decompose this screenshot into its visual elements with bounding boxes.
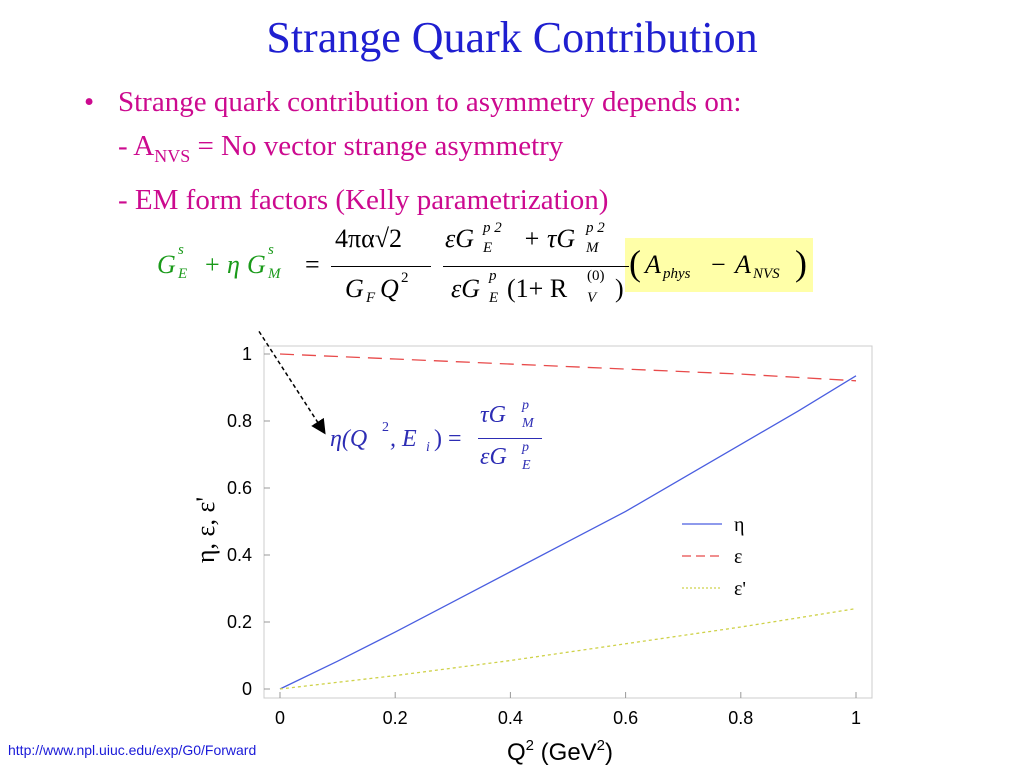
x-axis-label-unit-close: ) [605, 739, 613, 766]
equals-sign: = [305, 250, 320, 279]
y-tick-label: 0.2 [227, 612, 252, 632]
fraction-1-den-sub: F [366, 290, 376, 306]
lhs-g-m-sup: s [268, 242, 274, 258]
x-tick-label: 0.8 [728, 708, 753, 728]
y-tick-label: 1 [242, 344, 252, 364]
eta-den-sub: E [522, 458, 531, 473]
slide-title: Strange Quark Contribution [266, 13, 758, 62]
fraction-1-den-sup: 2 [401, 270, 409, 286]
eta-lhs-close: ) = [434, 426, 462, 452]
eta-fraction-bar [478, 438, 542, 439]
fraction-2-den-close: ) [615, 274, 624, 303]
x-tick-label: 0.2 [383, 708, 408, 728]
x-tick-label: 1 [851, 708, 861, 728]
annotation-arrow [227, 330, 326, 435]
fraction-2-num-sup-b: p 2 [586, 220, 605, 236]
y-tick-label: 0.6 [227, 478, 252, 498]
fraction-2-num-sup-a: p 2 [483, 220, 502, 236]
fraction-2-den-sup-b: (0) [587, 268, 605, 284]
lhs-plus: + [205, 250, 220, 279]
eta-den-sup: p [522, 440, 529, 455]
a-nvs: A [735, 250, 751, 279]
series-line-0 [279, 375, 857, 690]
bullet-symbol: • [84, 86, 95, 118]
eta-lhs-rest: , E [390, 426, 417, 452]
fraction-2-bar [443, 266, 629, 267]
lhs-g-e-sub: E [178, 266, 188, 282]
x-axis-label-sup: 2 [526, 737, 534, 754]
sub-item-nvs-prefix: - A [118, 130, 155, 162]
sub-item-form-factors: - EM form factors (Kelly parametrization… [118, 183, 609, 216]
x-tick-label: 0.6 [613, 708, 638, 728]
legend-label-1: ε [734, 546, 742, 568]
fraction-2-numerator-b: + τG [523, 224, 576, 253]
a-nvs-sub: NVS [753, 266, 780, 282]
x-axis-label-unit-sup: 2 [597, 737, 605, 754]
series-line-2 [279, 607, 857, 690]
eta-numerator: τG [480, 402, 506, 428]
fraction-2-den-sub-b: V [587, 290, 597, 306]
eta-epsilon-chart: 0 0.2 0.4 0.6 0.8 1 0 0.2 0.4 0.6 0.8 1 ηε ε' η, ε, … [191, 330, 873, 766]
series-line-1 [279, 353, 857, 382]
y-tick-label: 0.4 [227, 545, 252, 565]
fraction-2-numerator-a: εG [445, 224, 475, 253]
sub-item-nvs: - ANVS = No vector strange asymmetry [84, 124, 741, 178]
fraction-2-den-rest: (1+ R [507, 274, 568, 303]
eta-denominator: εG [480, 444, 507, 470]
fraction-2-denominator: εG [451, 274, 481, 303]
x-tick-label: 0 [275, 708, 285, 728]
x-axis-label: Q2 (GeV2) [507, 737, 613, 766]
sub-item-nvs-subscript: NVS [154, 145, 191, 166]
bullet-item: • Strange quark contribution to asymmetry… [84, 80, 741, 124]
eta-definition-equation: η(Q 2 , E i ) = τG p M εG p E [330, 398, 550, 486]
fraction-1-denominator: G [345, 274, 364, 303]
lhs-g-m-sub: M [268, 266, 281, 282]
fraction-2-den-sup: p [489, 268, 497, 284]
sub-item-nvs-text: = No vector strange asymmetry [190, 130, 564, 162]
eta-lhs: η(Q [330, 426, 368, 452]
highlight-box [625, 238, 813, 292]
plot-frame [263, 345, 873, 699]
paren-close: ) [795, 243, 807, 283]
fraction-1-den-q: Q [380, 274, 399, 303]
minus-sign: − [711, 250, 726, 279]
x-axis-label-q: Q [507, 739, 526, 766]
lhs-g-m: G [247, 250, 266, 279]
eta-lhs-sub: i [426, 440, 430, 455]
lhs-g-e: G [157, 250, 176, 279]
legend-label-2: ε' [734, 578, 746, 600]
y-axis-label: η, ε, ε' [191, 497, 220, 563]
fraction-2-num-sub-b: M [586, 240, 599, 256]
y-tick-label: 0.8 [227, 411, 252, 431]
a-phys-sub: phys [663, 266, 691, 282]
eta-lhs-sup: 2 [382, 420, 389, 435]
lhs-eta: η [227, 250, 240, 279]
bullet-text: Strange quark contribution to asymmetry … [118, 86, 742, 118]
lhs-g-e-sup: s [178, 242, 184, 258]
legend-label-0: η [734, 514, 744, 536]
y-tick-label: 0 [242, 679, 252, 699]
paren-open: ( [629, 243, 641, 283]
bullet-list: • Strange quark contribution to asymmetry… [84, 80, 741, 222]
eta-num-sup: p [522, 398, 529, 413]
fraction-1-numerator: 4πα√2 [335, 224, 403, 253]
a-phys: A [645, 250, 661, 279]
x-tick-label: 0.4 [498, 708, 523, 728]
fraction-2-num-sub-a: E [483, 240, 493, 256]
fraction-2-den-sub: E [489, 290, 499, 306]
footer-link[interactable]: http://www.npl.uiuc.edu/exp/G0/Forward [8, 742, 257, 758]
fraction-1-bar [331, 266, 431, 267]
eta-num-sub: M [522, 416, 534, 431]
x-axis-label-unit: (GeV [534, 739, 597, 766]
